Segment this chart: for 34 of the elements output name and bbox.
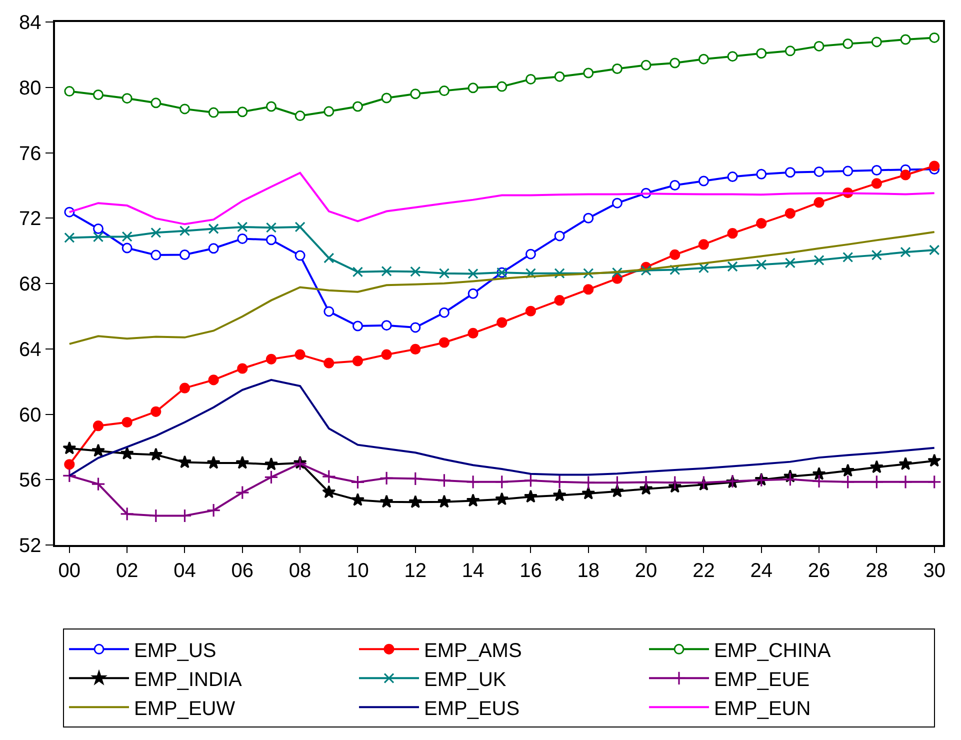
x-tick-label: 00 (58, 560, 81, 582)
x-tick-label: 08 (288, 560, 312, 582)
x-tick-label: 04 (174, 560, 196, 582)
y-tick-label: 56 (19, 470, 42, 492)
x-tick-label: 28 (866, 560, 888, 582)
y-tick-label: 52 (19, 535, 42, 557)
x-tick-label: 02 (116, 560, 138, 582)
y-tick-label: 76 (19, 142, 42, 165)
legend-label: EMP_AMS (424, 640, 522, 662)
legend-label: EMP_UK (424, 668, 507, 691)
x-tick-label: 24 (750, 560, 772, 582)
legend-label: EMP_EUE (714, 668, 810, 691)
x-tick-label: 22 (692, 560, 715, 582)
y-tick-label: 72 (19, 208, 42, 230)
legend-label: EMP_EUS (424, 698, 520, 720)
x-tick-label: 26 (808, 560, 830, 582)
legend-label: EMP_US (134, 640, 216, 662)
x-tick-label: 10 (346, 560, 369, 582)
x-tick-label: 16 (520, 560, 542, 582)
y-tick-label: 60 (19, 404, 42, 426)
x-tick-label: 14 (462, 560, 484, 582)
legend-label: EMP_EUN (714, 698, 811, 720)
legend-label: EMP_INDIA (134, 668, 242, 691)
x-tick-label: 06 (231, 560, 254, 582)
x-tick-label: 18 (577, 560, 600, 582)
y-tick-label: 64 (19, 338, 42, 361)
y-tick-label: 68 (19, 274, 42, 296)
legend-label: EMP_EUW (134, 698, 236, 720)
legend-label: EMP_CHINA (714, 640, 832, 662)
x-tick-label: 20 (634, 560, 658, 582)
y-tick-label: 80 (19, 77, 42, 100)
x-tick-label: 30 (923, 560, 946, 582)
x-tick-label: 12 (404, 560, 427, 582)
y-tick-label: 84 (19, 12, 42, 34)
